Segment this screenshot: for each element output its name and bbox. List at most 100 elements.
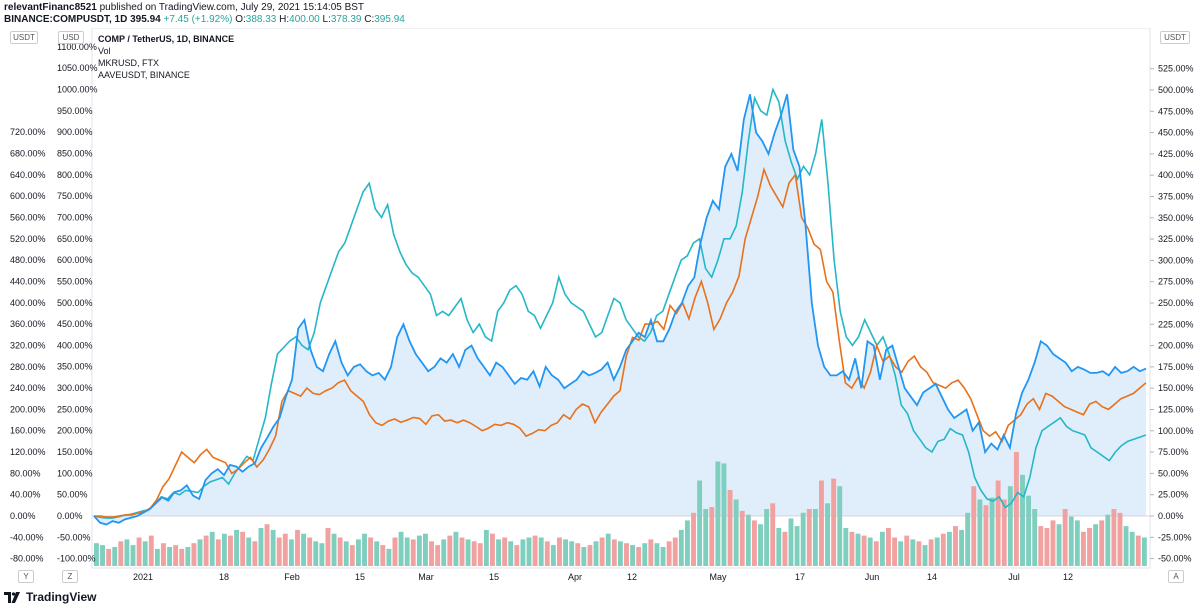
volume-bar [800,512,806,566]
volume-bar [806,509,812,566]
volume-bar [520,539,526,566]
volume-bar [252,541,258,566]
left2-tick-label: 800.00% [57,170,93,180]
volume-bar [563,539,569,566]
volume-bar [374,541,380,566]
left2-tick-label: 300.00% [57,383,93,393]
left-axis-2[interactable]: 1100.00% 1050.00% 1000.00% 950.00% 900.00% 85… [57,42,98,564]
volume-bar [910,539,916,566]
legend-aave[interactable]: AAVEUSDT, BINANCE [98,70,190,80]
volume-bar [624,543,629,566]
comp-area-fill [94,94,1146,525]
volume-bar [276,537,282,566]
volume-bar [343,541,349,566]
left2-tick-label: 400.00% [57,340,93,350]
volume-bar [977,499,983,566]
volume-bar [471,541,477,566]
left2-tick-label: 700.00% [57,212,93,222]
volume-bar [148,535,154,566]
volume-bar [581,547,587,566]
volume-bar [989,497,995,566]
currency-usdt-left-button[interactable]: USDT [10,31,38,44]
volume-bar [849,531,855,566]
volume-bar [490,533,495,566]
currency-usd-left-button[interactable]: USD [58,31,84,44]
right-axis[interactable]: 525.00% 500.00% 475.00% 450.00% 425.00% 400.0… [1150,64,1194,564]
volume-bar [416,535,422,566]
right-tick-label: 225.00% [1158,319,1194,329]
right-tick-label: 200.00% [1158,341,1194,351]
volume-bar [191,543,197,566]
volume-bar [203,535,209,566]
volume-bar [154,548,160,566]
right-tick-label: 50.00% [1158,468,1189,478]
volume-bar [197,539,203,566]
left1-tick-label: 520.00% [10,234,46,244]
volume-bar [678,529,684,566]
volume-bar [1026,495,1032,566]
volume-bar [106,548,112,566]
time-tick-label: 15 [355,572,365,582]
volume-bar [1099,520,1105,566]
volume-bar [587,545,593,566]
volume-bar [605,533,611,566]
currency-usdt-right-button[interactable]: USDT [1160,31,1190,44]
low-label: L: [322,14,331,25]
volume-bar [398,531,404,566]
auto-scale-button[interactable]: A [1168,570,1184,583]
left1-tick-label: 80.00% [10,468,41,478]
volume-bar [368,537,374,566]
volume-bar [953,526,958,566]
left-axis-1[interactable]: 720.00% 680.00% 640.00% 600.00% 560.00% 520.0… [10,127,46,563]
left2-tick-label: 600.00% [57,255,93,265]
time-tick-label: 12 [627,572,637,582]
volume-bar [142,541,148,566]
time-tick-label: Mar [418,572,434,582]
left2-tick-label: 50.00% [57,490,88,500]
time-tick-label: 2021 [133,572,153,582]
left1-tick-label: 280.00% [10,362,46,372]
volume-bar [1056,524,1062,566]
legend-comp[interactable]: COMP / TetherUS, 1D, BINANCE [98,34,234,44]
left2-tick-label: 350.00% [57,362,93,372]
close-value: 395.94 [374,14,405,25]
volume-bar [758,524,763,566]
volume-bar [465,539,471,566]
volume-bar [258,528,264,566]
right-tick-label: 425.00% [1158,149,1194,159]
time-tick-label: Jun [865,572,880,582]
price-change: +7.45 (+1.92%) [163,14,233,25]
time-tick-label: 15 [489,572,499,582]
time-axis[interactable]: 2021 18 Feb 15 Mar 15 Apr 12 May 17 Jun 14 Jul 12 [133,572,1073,582]
legend-mkr[interactable]: MKRUSD, FTX [98,58,159,68]
left1-tick-label: 240.00% [10,383,46,393]
close-label: C: [364,14,375,25]
scale-y-button[interactable]: Y [18,570,34,583]
volume-bar [959,529,965,566]
volume-bar [447,535,453,566]
volume-bar [630,545,636,566]
volume-bar [1020,474,1025,566]
series-legend[interactable]: COMP / TetherUS, 1D, BINANCE Vol MKRUSD,… [98,34,234,80]
volume-bar [544,541,550,566]
brand-footer[interactable]: TradingView [4,590,96,604]
volume-bar [1093,524,1099,566]
time-tick-label: Apr [568,572,582,582]
time-tick-label: May [709,572,727,582]
volume-bar [904,535,910,566]
price-chart[interactable]: 720.00% 680.00% 640.00% 600.00% 560.00% 520.0… [0,28,1200,588]
volume-bar [380,545,386,566]
volume-bar [886,528,891,566]
time-tick-label: Feb [284,572,300,582]
volume-bar [1111,509,1117,566]
volume-bar [812,509,818,566]
aave-series-line [93,87,1147,519]
legend-vol[interactable]: Vol [98,46,111,56]
volume-bar [362,533,367,566]
left2-tick-label: 550.00% [57,276,93,286]
scale-z-button[interactable]: Z [62,570,78,583]
volume-bar [331,533,337,566]
volume-bar [861,535,867,566]
right-tick-label: 125.00% [1158,405,1194,415]
volume-bar [721,463,727,566]
